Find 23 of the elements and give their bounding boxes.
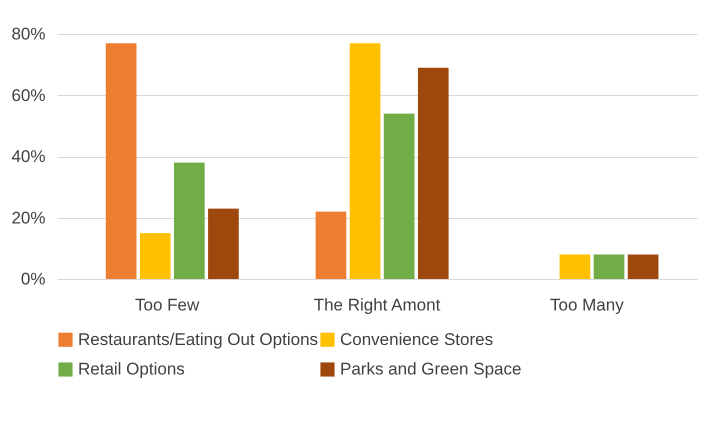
bar — [560, 254, 590, 279]
y-tick-label: 20% — [11, 208, 46, 228]
y-tick-label: 80% — [11, 24, 46, 44]
y-tick-label: 0% — [20, 270, 46, 288]
bar — [316, 212, 346, 279]
legend-label: Parks and Green Space — [340, 360, 522, 378]
bar — [140, 233, 171, 279]
legend-label: Convenience Stores — [340, 330, 494, 349]
legend-label: Retail Options — [78, 360, 185, 378]
x-tick-label: Too Many — [550, 296, 624, 314]
bar — [208, 208, 239, 279]
y-tick-label: 40% — [11, 147, 46, 166]
bar — [106, 43, 136, 279]
bar — [594, 254, 624, 279]
bar — [350, 43, 380, 279]
bar — [418, 68, 449, 279]
x-tick-label: Too Few — [135, 296, 200, 314]
bar — [628, 254, 658, 279]
bar — [174, 162, 205, 279]
x-tick-label: The Right Amont — [314, 296, 441, 314]
bar — [384, 114, 415, 279]
legend-label: Restaurants/Eating Out Options — [78, 330, 318, 349]
y-tick-label: 60% — [11, 86, 46, 105]
